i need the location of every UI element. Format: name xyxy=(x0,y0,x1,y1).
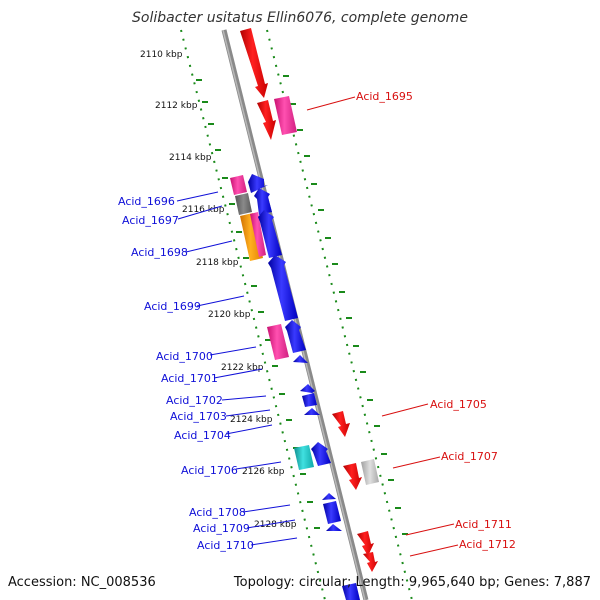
gene-label[interactable]: Acid_1703 xyxy=(170,410,227,423)
gene-arrow-acid-1703[interactable] xyxy=(302,393,317,407)
tick-label: 2114 kbp xyxy=(169,153,212,163)
gene-arrow-acid-1709[interactable] xyxy=(323,501,341,524)
reverse-gene-labels: Acid_1695 Acid_1705 Acid_1707 Acid_1711 … xyxy=(356,90,516,551)
gene-arrow-acid-1700[interactable] xyxy=(267,324,289,360)
gene-label[interactable]: Acid_1708 xyxy=(189,506,246,519)
reverse-strand-genes xyxy=(240,28,379,600)
tick-label: 2122 kbp xyxy=(221,363,264,373)
gene-arrow-acid-1708[interactable] xyxy=(322,493,336,500)
gene-label[interactable]: Acid_1704 xyxy=(174,429,231,442)
map-title: Solibacter usitatus Ellin6076, complete … xyxy=(132,10,468,26)
gene-arrow-acid-1710[interactable] xyxy=(326,524,342,531)
gene-arrow[interactable] xyxy=(311,442,331,466)
label-leader-lines xyxy=(176,96,459,557)
gene-arrow-acid-1697[interactable] xyxy=(235,193,252,215)
gene-arrow-acid-1698[interactable] xyxy=(240,213,263,261)
gene-arrow[interactable] xyxy=(257,100,276,140)
gene-label[interactable]: Acid_1702 xyxy=(166,394,223,407)
gene-arrow[interactable] xyxy=(240,28,268,98)
gene-label[interactable]: Acid_1710 xyxy=(197,539,254,552)
gene-label[interactable]: Acid_1709 xyxy=(193,522,250,535)
gene-label[interactable]: Acid_1700 xyxy=(156,350,213,363)
forward-strand-genes xyxy=(230,174,342,531)
gene-arrow[interactable] xyxy=(250,212,266,257)
gene-label[interactable]: Acid_1697 xyxy=(122,214,179,227)
gene-arrow-acid-1695[interactable] xyxy=(274,96,297,135)
gene-label[interactable]: Acid_1696 xyxy=(118,195,175,208)
accession-text: Accession: NC_008536 xyxy=(8,575,156,590)
tick-label: 2112 kbp xyxy=(155,101,198,111)
gene-arrow-acid-1702[interactable] xyxy=(300,384,315,393)
gene-arrow[interactable] xyxy=(254,188,272,215)
genome-summary: Topology: circular; Length: 9,965,640 bp… xyxy=(233,575,591,590)
gene-arrow-acid-1705[interactable] xyxy=(332,411,350,437)
tick-label: 2128 kbp xyxy=(254,520,297,530)
tick-label: 2126 kbp xyxy=(242,467,285,477)
gene-label[interactable]: Acid_1699 xyxy=(144,300,201,313)
tick-label: 2116 kbp xyxy=(182,205,225,215)
scale-tick-labels: 2110 kbp 2112 kbp 2114 kbp 2116 kbp 2118… xyxy=(140,50,297,530)
gene-label[interactable]: Acid_1698 xyxy=(131,246,188,259)
tick-label: 2120 kbp xyxy=(208,310,251,320)
gene-arrow[interactable] xyxy=(343,463,362,490)
gene-arrow-acid-1699[interactable] xyxy=(268,255,298,321)
forward-gene-labels: Acid_1696 Acid_1697 Acid_1698 Acid_1699 … xyxy=(118,195,254,552)
gene-arrow-acid-1711[interactable] xyxy=(357,531,374,556)
gene-arrow[interactable] xyxy=(342,583,360,600)
gene-label[interactable]: Acid_1711 xyxy=(455,518,512,531)
gene-arrow-acid-1706[interactable] xyxy=(294,445,314,470)
gene-arrow[interactable] xyxy=(285,320,306,353)
tick-label: 2118 kbp xyxy=(196,258,239,268)
tick-label: 2110 kbp xyxy=(140,50,183,60)
gene-label[interactable]: Acid_1701 xyxy=(161,372,218,385)
gene-arrow-acid-1696[interactable] xyxy=(230,175,247,195)
gene-label[interactable]: Acid_1705 xyxy=(430,398,487,411)
gene-arrow[interactable] xyxy=(258,210,282,258)
gene-arrow-acid-1707[interactable] xyxy=(361,459,379,485)
gene-arrow-acid-1712[interactable] xyxy=(363,552,378,572)
gene-arrow-acid-1704[interactable] xyxy=(304,408,320,415)
gene-arrow-acid-1701[interactable] xyxy=(293,355,308,363)
gene-arrow[interactable] xyxy=(248,174,268,193)
gene-label[interactable]: Acid_1695 xyxy=(356,90,413,103)
gene-label[interactable]: Acid_1712 xyxy=(459,538,516,551)
gene-label[interactable]: Acid_1706 xyxy=(181,464,238,477)
gene-label[interactable]: Acid_1707 xyxy=(441,450,498,463)
scale-major-ticks xyxy=(196,75,408,535)
tick-label: 2124 kbp xyxy=(230,415,273,425)
